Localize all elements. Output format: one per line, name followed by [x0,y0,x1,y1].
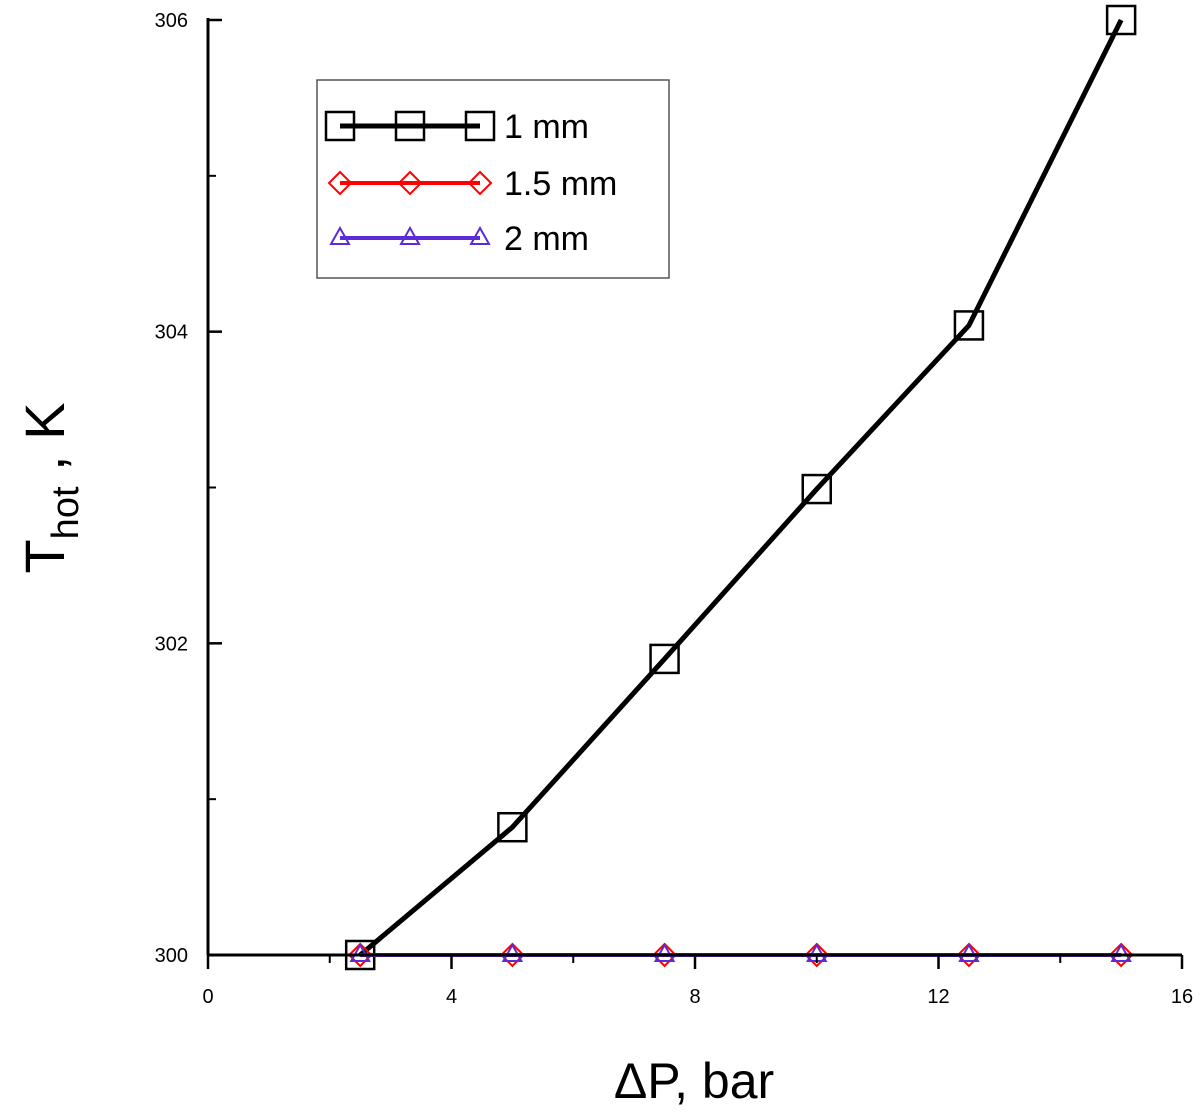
y-tick-label: 304 [155,322,188,344]
svg-text:Thot , K: Thot , K [13,402,87,573]
series-point-1-mm [953,310,985,341]
legend-label-2-mm: 2 mm [504,220,589,258]
series-point-1-mm [1105,4,1137,36]
series-line-1-mm [358,18,1124,957]
series-point-2-mm [958,942,980,962]
legend-marker-2-mm [469,225,491,245]
y-axis-title-sub: hot [45,486,87,539]
legend-label-1-5-mm: 1.5 mm [504,165,617,203]
legend-label-1-mm: 1 mm [504,108,589,146]
series-point-1-5-mm [804,942,830,968]
legend-marker-1-mm [324,110,356,142]
x-axis-title: ΔP, bar [614,1053,774,1109]
legend-marker-1-5-mm [327,170,353,196]
legend-marker-2-mm [329,225,351,245]
legend-marker-1-5-mm [467,170,493,196]
legend: 1 mm 1.5 mm 2 mm [316,79,670,279]
legend-marker-2-mm [399,225,421,245]
series-point-1-5-mm [1108,942,1134,968]
series-point-2-mm [1110,942,1132,962]
y-axis-title: Thot , K [13,402,87,573]
y-axis-title-unit: , K [13,402,76,486]
x-tick-label: 8 [689,986,700,1008]
series-point-1-5-mm [652,942,677,968]
series-point-1-5-mm [347,942,373,968]
series-point-1-mm [801,473,832,505]
x-tick-label: 4 [446,986,457,1008]
series-point-1-mm [649,643,680,675]
series-point-1-mm [497,811,528,843]
y-tick-label: 306 [155,10,188,32]
series-point-2-mm [653,942,676,962]
y-axis-title-main: T [13,539,76,573]
legend-marker-1-5-mm [397,170,423,196]
series-point-1-5-mm [956,942,982,968]
y-tick-label: 302 [155,633,188,655]
series-point-1-5-mm [499,942,525,968]
legend-marker-1-mm [394,110,426,142]
y-tick-label: 300 [155,945,188,967]
legend-marker-1-mm [464,110,496,142]
x-tick-label: 16 [1171,986,1193,1008]
x-tick-label: 0 [202,986,213,1008]
series-point-2-mm [501,942,524,962]
series-point-2-mm [349,942,371,962]
x-tick-label: 12 [927,986,949,1008]
axes: 0 4 8 12 16 300 302 304 306 [155,10,1194,1008]
